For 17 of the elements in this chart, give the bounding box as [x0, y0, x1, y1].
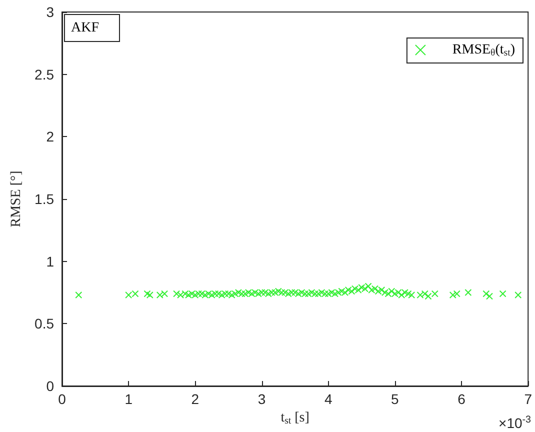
y-tick-label: 1.5 [34, 191, 54, 207]
y-axis-title: RMSE [°] [9, 170, 24, 228]
x-tick-label: 6 [458, 391, 466, 407]
y-tick-label: 3 [46, 4, 54, 20]
x-tick-label: 0 [58, 391, 66, 407]
y-tick-label: 2.5 [34, 66, 54, 82]
x-tick-label: 5 [391, 391, 400, 407]
y-tick-label: 2 [46, 128, 54, 145]
x-tick-label: 1 [124, 391, 133, 407]
x-tick-label: 4 [324, 391, 332, 407]
annotation: AKF [71, 20, 100, 36]
x-tick-label: 2 [191, 391, 200, 407]
y-tick-label: 0 [46, 378, 54, 394]
x-tick-label: 7 [524, 391, 532, 407]
y-tick-label: 0.5 [34, 316, 54, 332]
y-tick-label: 1 [46, 253, 54, 270]
x-tick-label: 3 [258, 391, 266, 407]
